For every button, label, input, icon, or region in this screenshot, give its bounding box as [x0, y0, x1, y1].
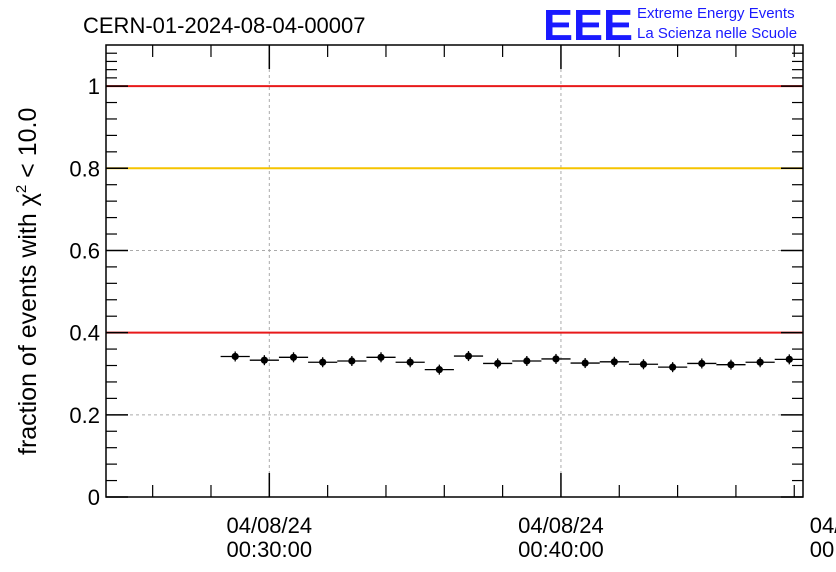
data-point [581, 359, 589, 367]
y-tick-label: 1 [88, 74, 100, 99]
y-tick-label: 0.2 [69, 403, 100, 428]
data-point [406, 358, 414, 366]
data-point [727, 361, 735, 369]
data-point [639, 360, 648, 368]
x-tick-time: 00:40:00 [518, 537, 604, 562]
data-point [348, 357, 356, 365]
x-tick-time: 00:50:00 [810, 537, 836, 562]
data-point [523, 357, 531, 365]
y-axis-label-chi: χ [14, 193, 42, 206]
x-tick-date: 04/08/24 [810, 513, 836, 538]
logo-mark: EEE [543, 1, 633, 50]
y-axis-label-prefix: fraction of events with [14, 206, 42, 455]
y-tick-label: 0.8 [69, 156, 100, 181]
data-point [231, 352, 239, 361]
data-points [220, 351, 803, 375]
y-axis-label-sup: 2 [13, 185, 30, 193]
y-tick-label: 0 [88, 485, 100, 510]
eee-logo: EEE Extreme Energy Events La Scienza nel… [543, 1, 797, 50]
logo-line1: Extreme Energy Events [637, 5, 795, 22]
grid [106, 45, 803, 497]
logo-line2: La Scienza nelle Scuole [637, 25, 797, 42]
data-point [669, 363, 677, 371]
data-point [552, 355, 560, 363]
plot-frame [105, 44, 804, 498]
x-tick-date: 04/08/24 [518, 513, 604, 538]
data-point [785, 355, 793, 363]
y-axis-label: fraction of events with χ2 < 10.0 [13, 108, 42, 455]
data-point [289, 353, 298, 361]
data-point [494, 359, 502, 368]
data-point [464, 352, 473, 360]
data-point [377, 353, 385, 361]
data-point [319, 358, 327, 366]
chart-title: CERN-01-2024-08-04-00007 [83, 13, 366, 38]
axis-ticks: 00.20.40.60.8104/08/2400:30:0004/08/2400… [69, 45, 836, 562]
y-tick-label: 0.4 [69, 321, 100, 346]
x-tick-date: 04/08/24 [226, 513, 312, 538]
reference-lines [106, 85, 803, 334]
data-point [756, 358, 764, 366]
data-point [610, 358, 618, 366]
data-point [698, 359, 706, 368]
x-tick-time: 00:30:00 [226, 537, 312, 562]
y-tick-label: 0.6 [69, 238, 100, 263]
data-point [260, 356, 268, 364]
data-point [435, 366, 443, 374]
y-axis-label-suffix: < 10.0 [14, 108, 42, 185]
